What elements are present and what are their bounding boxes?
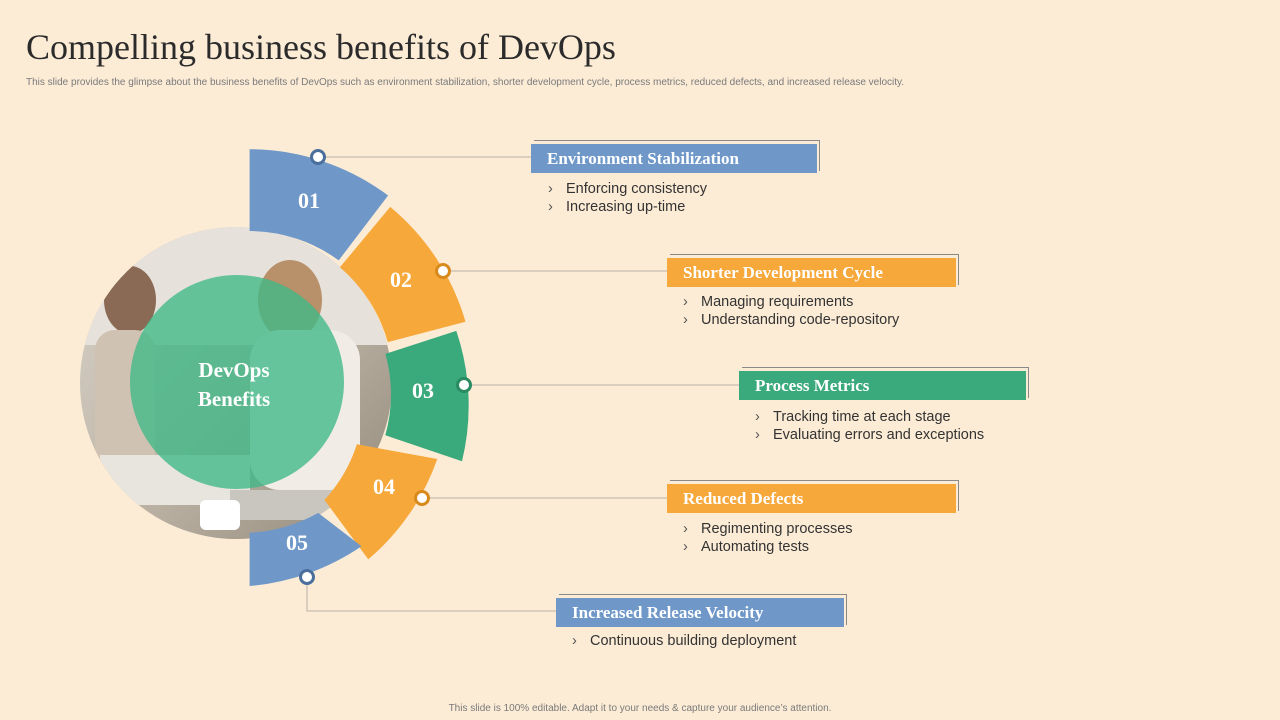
label-frame-04 bbox=[670, 480, 959, 511]
chevron-right-icon: › bbox=[683, 539, 688, 555]
segment-01 bbox=[249, 149, 389, 261]
segment-02 bbox=[339, 206, 466, 343]
chevron-right-icon: › bbox=[572, 633, 577, 649]
segment-number-05: 05 bbox=[286, 530, 308, 555]
segment-04 bbox=[324, 444, 438, 560]
dot-01 bbox=[310, 149, 326, 165]
segment-number-04: 04 bbox=[373, 474, 395, 499]
chevron-right-icon: › bbox=[755, 427, 760, 443]
slide-title: Compelling business benefits of DevOps bbox=[26, 27, 616, 67]
list-item: › Continuous building deployment bbox=[572, 633, 797, 649]
dot-03 bbox=[456, 377, 472, 393]
slide-subtitle: This slide provides the glimpse about th… bbox=[26, 77, 905, 88]
dot-02 bbox=[435, 263, 451, 279]
list-item: › Tracking time at each stage bbox=[755, 409, 951, 425]
benefit-title-01: Environment Stabilization bbox=[531, 144, 817, 173]
center-label-line2: Benefits bbox=[197, 387, 271, 411]
list-item: › Evaluating errors and exceptions bbox=[755, 427, 985, 443]
segment-number-03: 03 bbox=[412, 378, 434, 403]
benefit-title-02: Shorter Development Cycle bbox=[667, 258, 956, 287]
dot-04 bbox=[414, 490, 430, 506]
label-frame-02 bbox=[670, 254, 959, 285]
benefit-title-04: Reduced Defects bbox=[667, 484, 956, 513]
list-item: › Managing requirements bbox=[683, 294, 854, 310]
chevron-right-icon: › bbox=[548, 199, 553, 215]
connector-05 bbox=[306, 577, 556, 612]
slide-footer: This slide is 100% editable. Adapt it to… bbox=[448, 703, 832, 714]
center-label-line1: DevOps bbox=[198, 358, 270, 382]
benefit-title-05: Increased Release Velocity bbox=[556, 598, 844, 627]
benefit-title-03: Process Metrics bbox=[739, 371, 1026, 400]
chevron-right-icon: › bbox=[548, 181, 553, 197]
list-item: › Regimenting processes bbox=[683, 521, 853, 537]
benefit-points-02: › Managing requirements › Understanding co… bbox=[683, 293, 899, 329]
benefit-points-03: › Tracking time at each stage › Evaluating… bbox=[755, 408, 984, 444]
chevron-right-icon: › bbox=[683, 312, 688, 328]
segment-05 bbox=[249, 512, 362, 586]
benefit-points-04: › Regimenting processes › Automating tests bbox=[683, 520, 853, 556]
chevron-right-icon: › bbox=[755, 409, 760, 425]
label-frame-05 bbox=[559, 594, 847, 625]
chevron-right-icon: › bbox=[683, 294, 688, 310]
benefit-points-01: › Enforcing consistency › Increasing up-ti… bbox=[548, 180, 707, 216]
label-frame-03 bbox=[742, 367, 1029, 398]
benefit-points-05: › Continuous building deployment bbox=[572, 632, 796, 650]
list-item: › Enforcing consistency bbox=[548, 181, 708, 197]
center-circle bbox=[130, 275, 344, 489]
label-frame-01 bbox=[534, 140, 820, 171]
segment-03 bbox=[385, 330, 469, 462]
dot-05 bbox=[299, 569, 315, 585]
list-item: › Understanding code-repository bbox=[683, 312, 900, 328]
list-item: › Increasing up-time bbox=[548, 199, 686, 215]
segment-number-02: 02 bbox=[390, 267, 412, 292]
list-item: › Automating tests bbox=[683, 539, 809, 555]
center-label: DevOps Benefits bbox=[168, 356, 300, 414]
segment-number-01: 01 bbox=[298, 188, 320, 213]
chevron-right-icon: › bbox=[683, 521, 688, 537]
